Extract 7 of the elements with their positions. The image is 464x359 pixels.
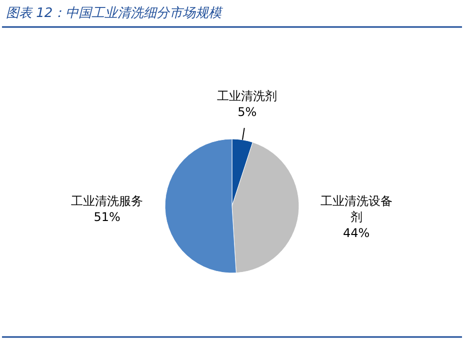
slice-label: 工业清洗服务 — [71, 194, 144, 208]
data-label: 44% — [342, 226, 370, 240]
data-label: 51% — [94, 210, 120, 224]
chart-title: 图表 12：中国工业清洗细分市场规模 — [6, 6, 224, 21]
slice-label: 工业清洗剂 — [217, 89, 278, 104]
slice-label: 工业清洗设备剂 — [320, 194, 392, 224]
data-label: 5% — [238, 105, 257, 120]
